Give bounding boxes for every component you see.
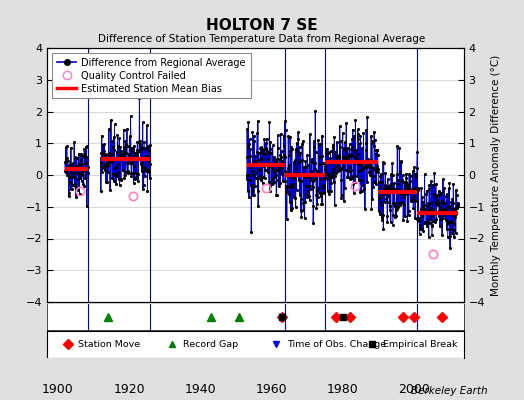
Text: Difference of Station Temperature Data from Regional Average: Difference of Station Temperature Data f… — [99, 34, 425, 44]
Text: Empirical Break: Empirical Break — [383, 340, 457, 349]
Text: Time of Obs. Change: Time of Obs. Change — [287, 340, 386, 349]
Text: Record Gap: Record Gap — [182, 340, 238, 349]
Text: Station Move: Station Move — [79, 340, 140, 349]
Y-axis label: Monthly Temperature Anomaly Difference (°C): Monthly Temperature Anomaly Difference (… — [490, 54, 500, 296]
Text: HOLTON 7 SE: HOLTON 7 SE — [206, 18, 318, 33]
Legend: Difference from Regional Average, Quality Control Failed, Estimated Station Mean: Difference from Regional Average, Qualit… — [52, 53, 250, 98]
Text: Berkeley Earth: Berkeley Earth — [411, 386, 487, 396]
